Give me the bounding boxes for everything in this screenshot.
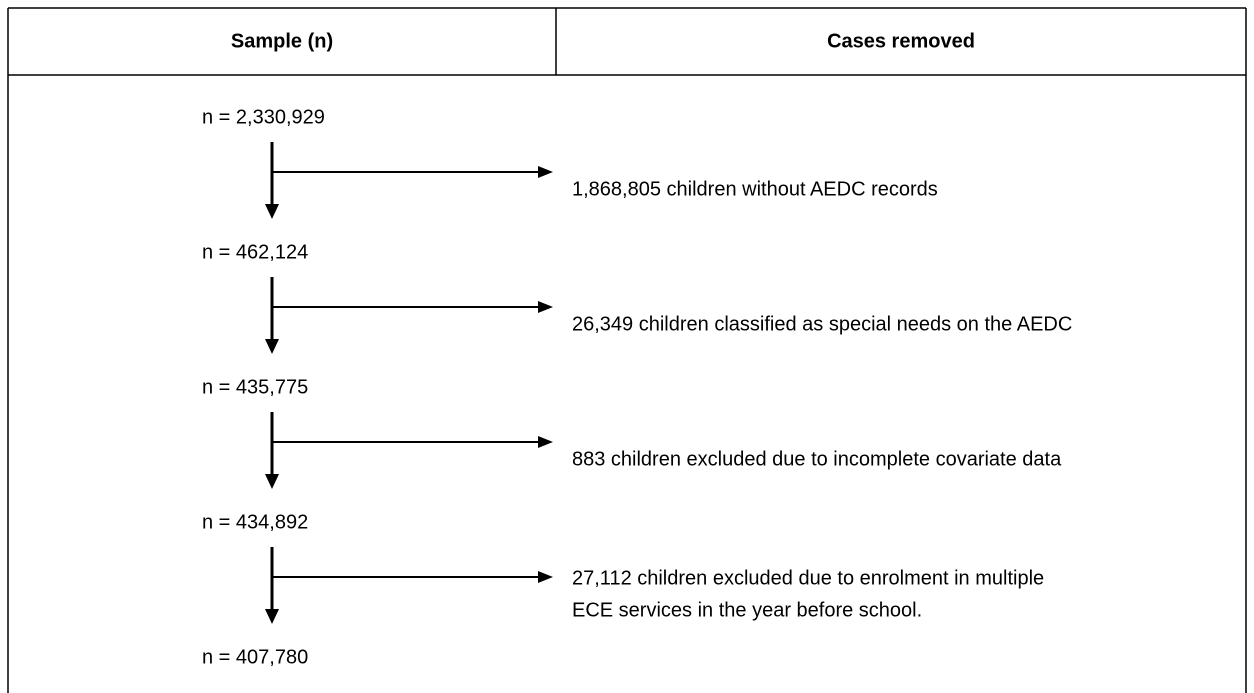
down-arrow-head [265,474,279,489]
removed-text: 1,868,805 children without AEDC records [572,178,938,200]
side-arrow-head [538,301,553,313]
removed-text: 27,112 children excluded due to enrolmen… [572,567,1044,589]
side-arrow-head [538,166,553,178]
removed-text: 26,349 children classified as special ne… [572,313,1072,335]
removed-text: 883 children excluded due to incomplete … [572,448,1062,470]
down-arrow-head [265,339,279,354]
flow: n = 2,330,929 n = 462,124 n = 435,775 n = 4… [202,106,1072,668]
removed-text: ECE services in the year before school. [572,599,922,621]
sample-count: n = 434,892 [202,511,308,533]
down-arrow-head [265,609,279,624]
header-cell: Cases removed [827,30,975,52]
sample-count: n = 407,780 [202,646,308,668]
header-cell: Sample (n) [231,30,333,52]
sample-count: n = 2,330,929 [202,106,325,128]
sample-count: n = 462,124 [202,241,308,263]
down-arrow-head [265,204,279,219]
side-arrow-head [538,436,553,448]
side-arrow-head [538,571,553,583]
table-borders [7,7,1247,693]
sample-count: n = 435,775 [202,376,308,398]
